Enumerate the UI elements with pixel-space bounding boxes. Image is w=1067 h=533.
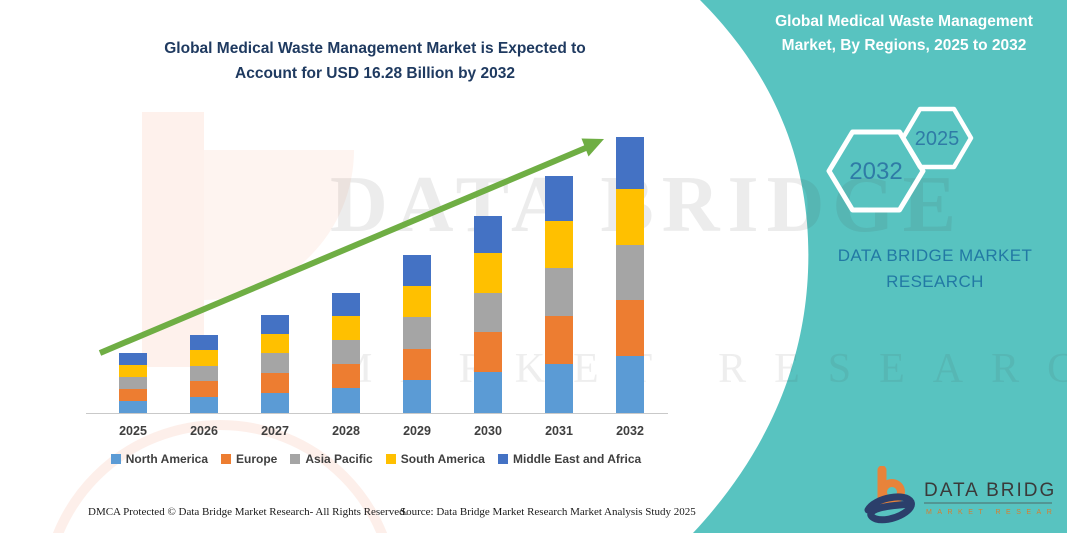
bar-segment-2027-asia-pacific xyxy=(261,353,289,373)
bar-segment-2032-middle-east-and-africa xyxy=(616,137,644,190)
legend-swatch-icon xyxy=(290,454,301,464)
logo-b-icon xyxy=(877,466,905,505)
bar-2031 xyxy=(545,175,573,413)
bar-segment-2029-middle-east-and-africa xyxy=(403,255,431,286)
bar-segment-2028-middle-east-and-africa xyxy=(332,292,360,317)
bar-segment-2027-north-america xyxy=(261,392,289,413)
bar-segment-2029-europe xyxy=(403,348,431,381)
footer-source: Source: Data Bridge Market Research Mark… xyxy=(400,506,696,518)
bar-segment-2025-asia-pacific xyxy=(119,376,147,389)
bar-segment-2028-asia-pacific xyxy=(332,340,360,365)
bar-segment-2029-north-america xyxy=(403,380,431,413)
logo-sub: MARKET RESEARCH xyxy=(926,509,1056,516)
bar-2027 xyxy=(261,314,289,413)
legend-swatch-icon xyxy=(110,454,121,464)
bar-segment-2031-north-america xyxy=(545,363,573,413)
legend: North America Europe Asia Pacific South Ame… xyxy=(78,452,674,466)
bar-segment-2025-north-america xyxy=(119,400,147,413)
bar-segment-2027-south-america xyxy=(261,333,289,354)
bar-segment-2027-middle-east-and-africa xyxy=(261,314,289,334)
bar-segment-2030-south-america xyxy=(474,253,502,293)
bar-segment-2026-south-america xyxy=(190,349,218,366)
year-label-2027: 2027 xyxy=(261,424,289,438)
bar-segment-2028-south-america xyxy=(332,316,360,341)
bar-segment-2032-south-america xyxy=(616,189,644,245)
legend-swatch-icon xyxy=(385,454,396,464)
footer-dmca: DMCA Protected © Data Bridge Market Rese… xyxy=(88,506,408,518)
logo-swoosh-icon xyxy=(864,493,915,524)
data-bridge-logo: DATA BRIDGE MARKET RESEARCH xyxy=(864,466,1056,524)
chart-title: Global Medical Waste Management Market i… xyxy=(164,40,586,82)
bar-segment-2031-south-america xyxy=(545,220,573,269)
bar-segment-2026-middle-east-and-africa xyxy=(190,334,218,350)
legend-label: North America xyxy=(125,452,209,466)
year-label-2029: 2029 xyxy=(403,424,431,438)
legend-item-asia-pacific: Asia Pacific xyxy=(290,452,373,466)
bar-segment-2025-south-america xyxy=(119,364,147,377)
bar-segment-2026-asia-pacific xyxy=(190,365,218,382)
legend-swatch-icon xyxy=(497,454,508,464)
legend-label: Asia Pacific xyxy=(305,452,373,466)
bar-segment-2032-asia-pacific xyxy=(616,244,644,300)
bar-segment-2030-asia-pacific xyxy=(474,292,502,333)
year-label-2026: 2026 xyxy=(190,424,218,438)
legend-label: Europe xyxy=(236,452,278,466)
year-label-2025: 2025 xyxy=(119,424,147,438)
logo-name: DATA BRIDGE xyxy=(924,480,1056,501)
bar-segment-2025-middle-east-and-africa xyxy=(119,352,147,365)
bar-segment-2030-middle-east-and-africa xyxy=(474,215,502,254)
bar-segment-2029-asia-pacific xyxy=(403,317,431,349)
bar-segment-2030-europe xyxy=(474,332,502,373)
bar-2028 xyxy=(332,292,360,413)
bar-segment-2028-north-america xyxy=(332,388,360,413)
year-label-2031: 2031 xyxy=(545,424,573,438)
bar-segment-2026-europe xyxy=(190,381,218,397)
bar-2029 xyxy=(403,255,431,413)
legend-item-south-america: South America xyxy=(385,452,485,466)
bar-2032 xyxy=(616,137,644,413)
bar-segment-2031-europe xyxy=(545,315,573,364)
bar-segment-2029-south-america xyxy=(403,285,431,318)
bar-2026 xyxy=(190,334,218,413)
right-panel-title: Global Medical Waste Management Market, … xyxy=(775,13,1033,54)
legend-item-europe: Europe xyxy=(221,452,277,466)
bar-segment-2031-asia-pacific xyxy=(545,268,573,316)
bar-segment-2026-north-america xyxy=(190,396,218,413)
bar-2030 xyxy=(474,215,502,413)
hexagon-badges: 2025 2032 xyxy=(826,106,974,213)
hexagon-2025-label: 2025 xyxy=(915,128,960,150)
bar-segment-2030-north-america xyxy=(474,372,502,413)
bar-segment-2032-north-america xyxy=(616,355,644,413)
bar-segment-2028-europe xyxy=(332,364,360,389)
bar-segment-2032-europe xyxy=(616,299,644,356)
year-label-2032: 2032 xyxy=(616,424,644,438)
x-axis-line xyxy=(86,413,668,414)
legend-label: South America xyxy=(400,452,485,466)
hexagon-2032: 2032 xyxy=(826,129,926,213)
legend-item-north-america: North America xyxy=(110,452,209,466)
year-label-2030: 2030 xyxy=(474,424,502,438)
hexagon-2032-label: 2032 xyxy=(849,158,902,185)
legend-item-middle-east-and-africa: Middle East and Africa xyxy=(497,452,642,466)
brand-wordmark: DATA BRIDGE MARKET RESEARCH xyxy=(837,246,1033,291)
legend-swatch-icon xyxy=(221,454,232,464)
legend-label: Middle East and Africa xyxy=(512,452,642,466)
bar-segment-2027-europe xyxy=(261,372,289,393)
year-label-2028: 2028 xyxy=(332,424,360,438)
bar-segment-2031-middle-east-and-africa xyxy=(545,175,573,221)
bar-segment-2025-europe xyxy=(119,388,147,401)
bar-2025 xyxy=(119,352,147,413)
